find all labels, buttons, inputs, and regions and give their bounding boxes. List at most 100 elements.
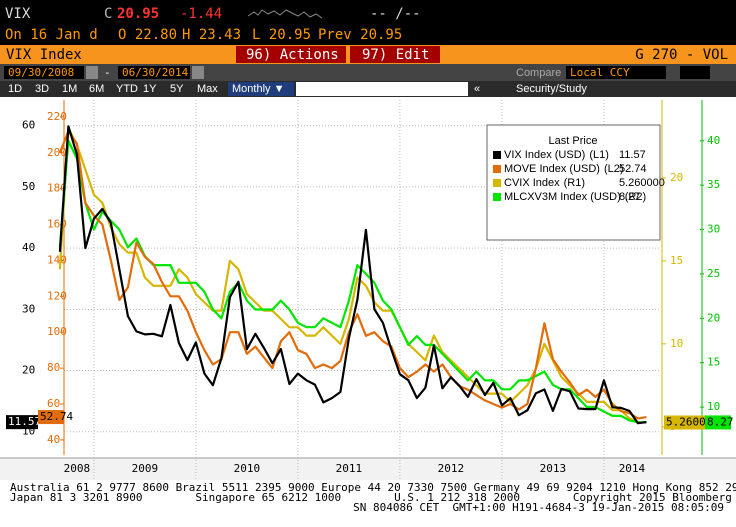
- period-button[interactable]: YTD: [116, 83, 138, 95]
- toolbar-input[interactable]: [296, 82, 468, 96]
- back-button[interactable]: [680, 66, 710, 79]
- last-value-badge: [6, 415, 38, 430]
- legend-name: VIX Index (USD): [504, 149, 585, 161]
- bid-ask: -- /--: [370, 6, 421, 22]
- security[interactable]: VIX Index: [6, 47, 82, 63]
- open: O 22.80: [118, 27, 177, 43]
- sparkline: [247, 9, 323, 19]
- legend-value: 11.57: [619, 149, 646, 161]
- legend-name: MOVE Index (USD): [504, 163, 600, 175]
- x-tick-label: 2014: [619, 462, 646, 475]
- back[interactable]: «: [474, 83, 480, 95]
- last-value-badge: [705, 415, 731, 430]
- legend-swatch: [493, 165, 501, 173]
- period-button[interactable]: 1M: [62, 83, 77, 95]
- last-value-label: 11.57: [8, 415, 41, 428]
- x-tick-label: 2013: [540, 462, 567, 475]
- legend-swatch: [493, 193, 501, 201]
- y4-tick-label: 10: [707, 400, 720, 413]
- y2-tick-label: 40: [47, 433, 60, 446]
- currency[interactable]: Local CCY: [570, 66, 630, 79]
- y2-tick-label: 100: [47, 325, 67, 338]
- series-line: [58, 125, 647, 425]
- quote-date: On 16 Jan d: [5, 27, 98, 43]
- compare[interactable]: Compare: [516, 67, 561, 79]
- legend-entry: VIX Index (USD) (L1): [504, 149, 609, 161]
- function-code: G 270 - VOL: [635, 47, 728, 63]
- actions-button[interactable]: [236, 46, 346, 63]
- period-button[interactable]: Max: [197, 83, 218, 95]
- legend-entry: MLCXV3M Index (USD) (R2): [504, 191, 646, 203]
- y-tick-label: 20: [22, 364, 35, 377]
- legend-axis: (L1): [589, 149, 609, 161]
- last-price: 20.95: [117, 6, 159, 22]
- period-button[interactable]: 6M: [89, 83, 104, 95]
- low: L 20.95: [252, 27, 311, 43]
- legend-name: MLCXV3M Index (USD): [504, 191, 621, 203]
- x-tick-label: 2010: [234, 462, 261, 475]
- series-line: [58, 127, 647, 424]
- edit-label[interactable]: 97) Edit: [362, 47, 429, 63]
- y3-tick-label: 10: [670, 337, 683, 350]
- y3-tick-label: 15: [670, 254, 683, 267]
- legend-value: 52.74: [619, 163, 647, 175]
- y4-tick-label: 25: [707, 267, 720, 280]
- frequency[interactable]: Monthly ▼: [232, 83, 284, 95]
- quote-header: [0, 0, 736, 45]
- end-field[interactable]: [118, 66, 190, 79]
- x-tick-label: 2011: [336, 462, 363, 475]
- period-button[interactable]: 1Y: [143, 83, 157, 95]
- legend-value: 8.27: [619, 191, 640, 203]
- legend-axis: (R2): [625, 191, 646, 203]
- legend-swatch: [493, 151, 501, 159]
- last-value-label: 52.74: [40, 410, 73, 423]
- y-tick-label: 30: [22, 302, 35, 315]
- y-tick-label: 60: [22, 119, 35, 132]
- x-axis-strip: [0, 458, 736, 480]
- y4-tick-label: 40: [707, 134, 720, 147]
- legend-title: Last Price: [549, 135, 598, 147]
- y4-tick-label: 30: [707, 223, 720, 236]
- series-line: [58, 139, 647, 424]
- y4-tick-label: 15: [707, 356, 720, 369]
- end-date[interactable]: 06/30/2014: [122, 66, 189, 79]
- y-tick-label: 50: [22, 180, 35, 193]
- y2-tick-label: 60: [47, 397, 60, 410]
- footer-line: Japan 81 3 3201 8900 Singapore 65 6212 1…: [10, 491, 736, 504]
- last-value-badge: [38, 410, 64, 425]
- last-value-badge: [664, 415, 706, 430]
- edit-button[interactable]: [350, 46, 440, 63]
- currency-field[interactable]: [566, 66, 666, 79]
- range-dash: -: [104, 66, 111, 79]
- last-value-label: 8.27: [707, 415, 734, 428]
- y-tick-label: 40: [22, 241, 35, 254]
- prev: Prev 20.95: [318, 27, 402, 43]
- high: H 23.43: [182, 27, 241, 43]
- legend-axis: (L2): [604, 163, 624, 175]
- x-tick-label: 2009: [132, 462, 159, 475]
- frequency-select[interactable]: [228, 82, 294, 96]
- ticker: VIX: [5, 6, 31, 22]
- y2-tick-label: 80: [47, 361, 60, 374]
- legend-swatch: [493, 179, 501, 187]
- period-button[interactable]: 1D: [8, 83, 22, 95]
- legend-axis: (R1): [564, 177, 585, 189]
- x-tick-label: 2008: [64, 462, 91, 475]
- start-date[interactable]: 09/30/2008: [8, 66, 74, 79]
- actions-label[interactable]: 96) Actions: [246, 47, 339, 63]
- study[interactable]: Security/Study: [516, 83, 587, 95]
- calendar-icon[interactable]: [86, 66, 98, 79]
- y2-tick-label: 120: [47, 289, 67, 302]
- period-button[interactable]: 3D: [35, 83, 49, 95]
- y2-tick-label: 140: [47, 253, 67, 266]
- period-button[interactable]: 5Y: [170, 83, 184, 95]
- legend-entry: CVIX Index (R1): [504, 177, 585, 189]
- start-field[interactable]: [4, 66, 84, 79]
- footer-line: SN 804086 CET GMT+1:00 H191-4684-3 19-Ja…: [353, 501, 724, 514]
- y2-tick-label: 180: [47, 182, 67, 195]
- footer-line: Australia 61 2 9777 8600 Brazil 5511 239…: [10, 481, 736, 494]
- legend-name: CVIX Index: [504, 177, 560, 189]
- last-label: C: [104, 6, 112, 22]
- calendar-icon[interactable]: [192, 66, 204, 79]
